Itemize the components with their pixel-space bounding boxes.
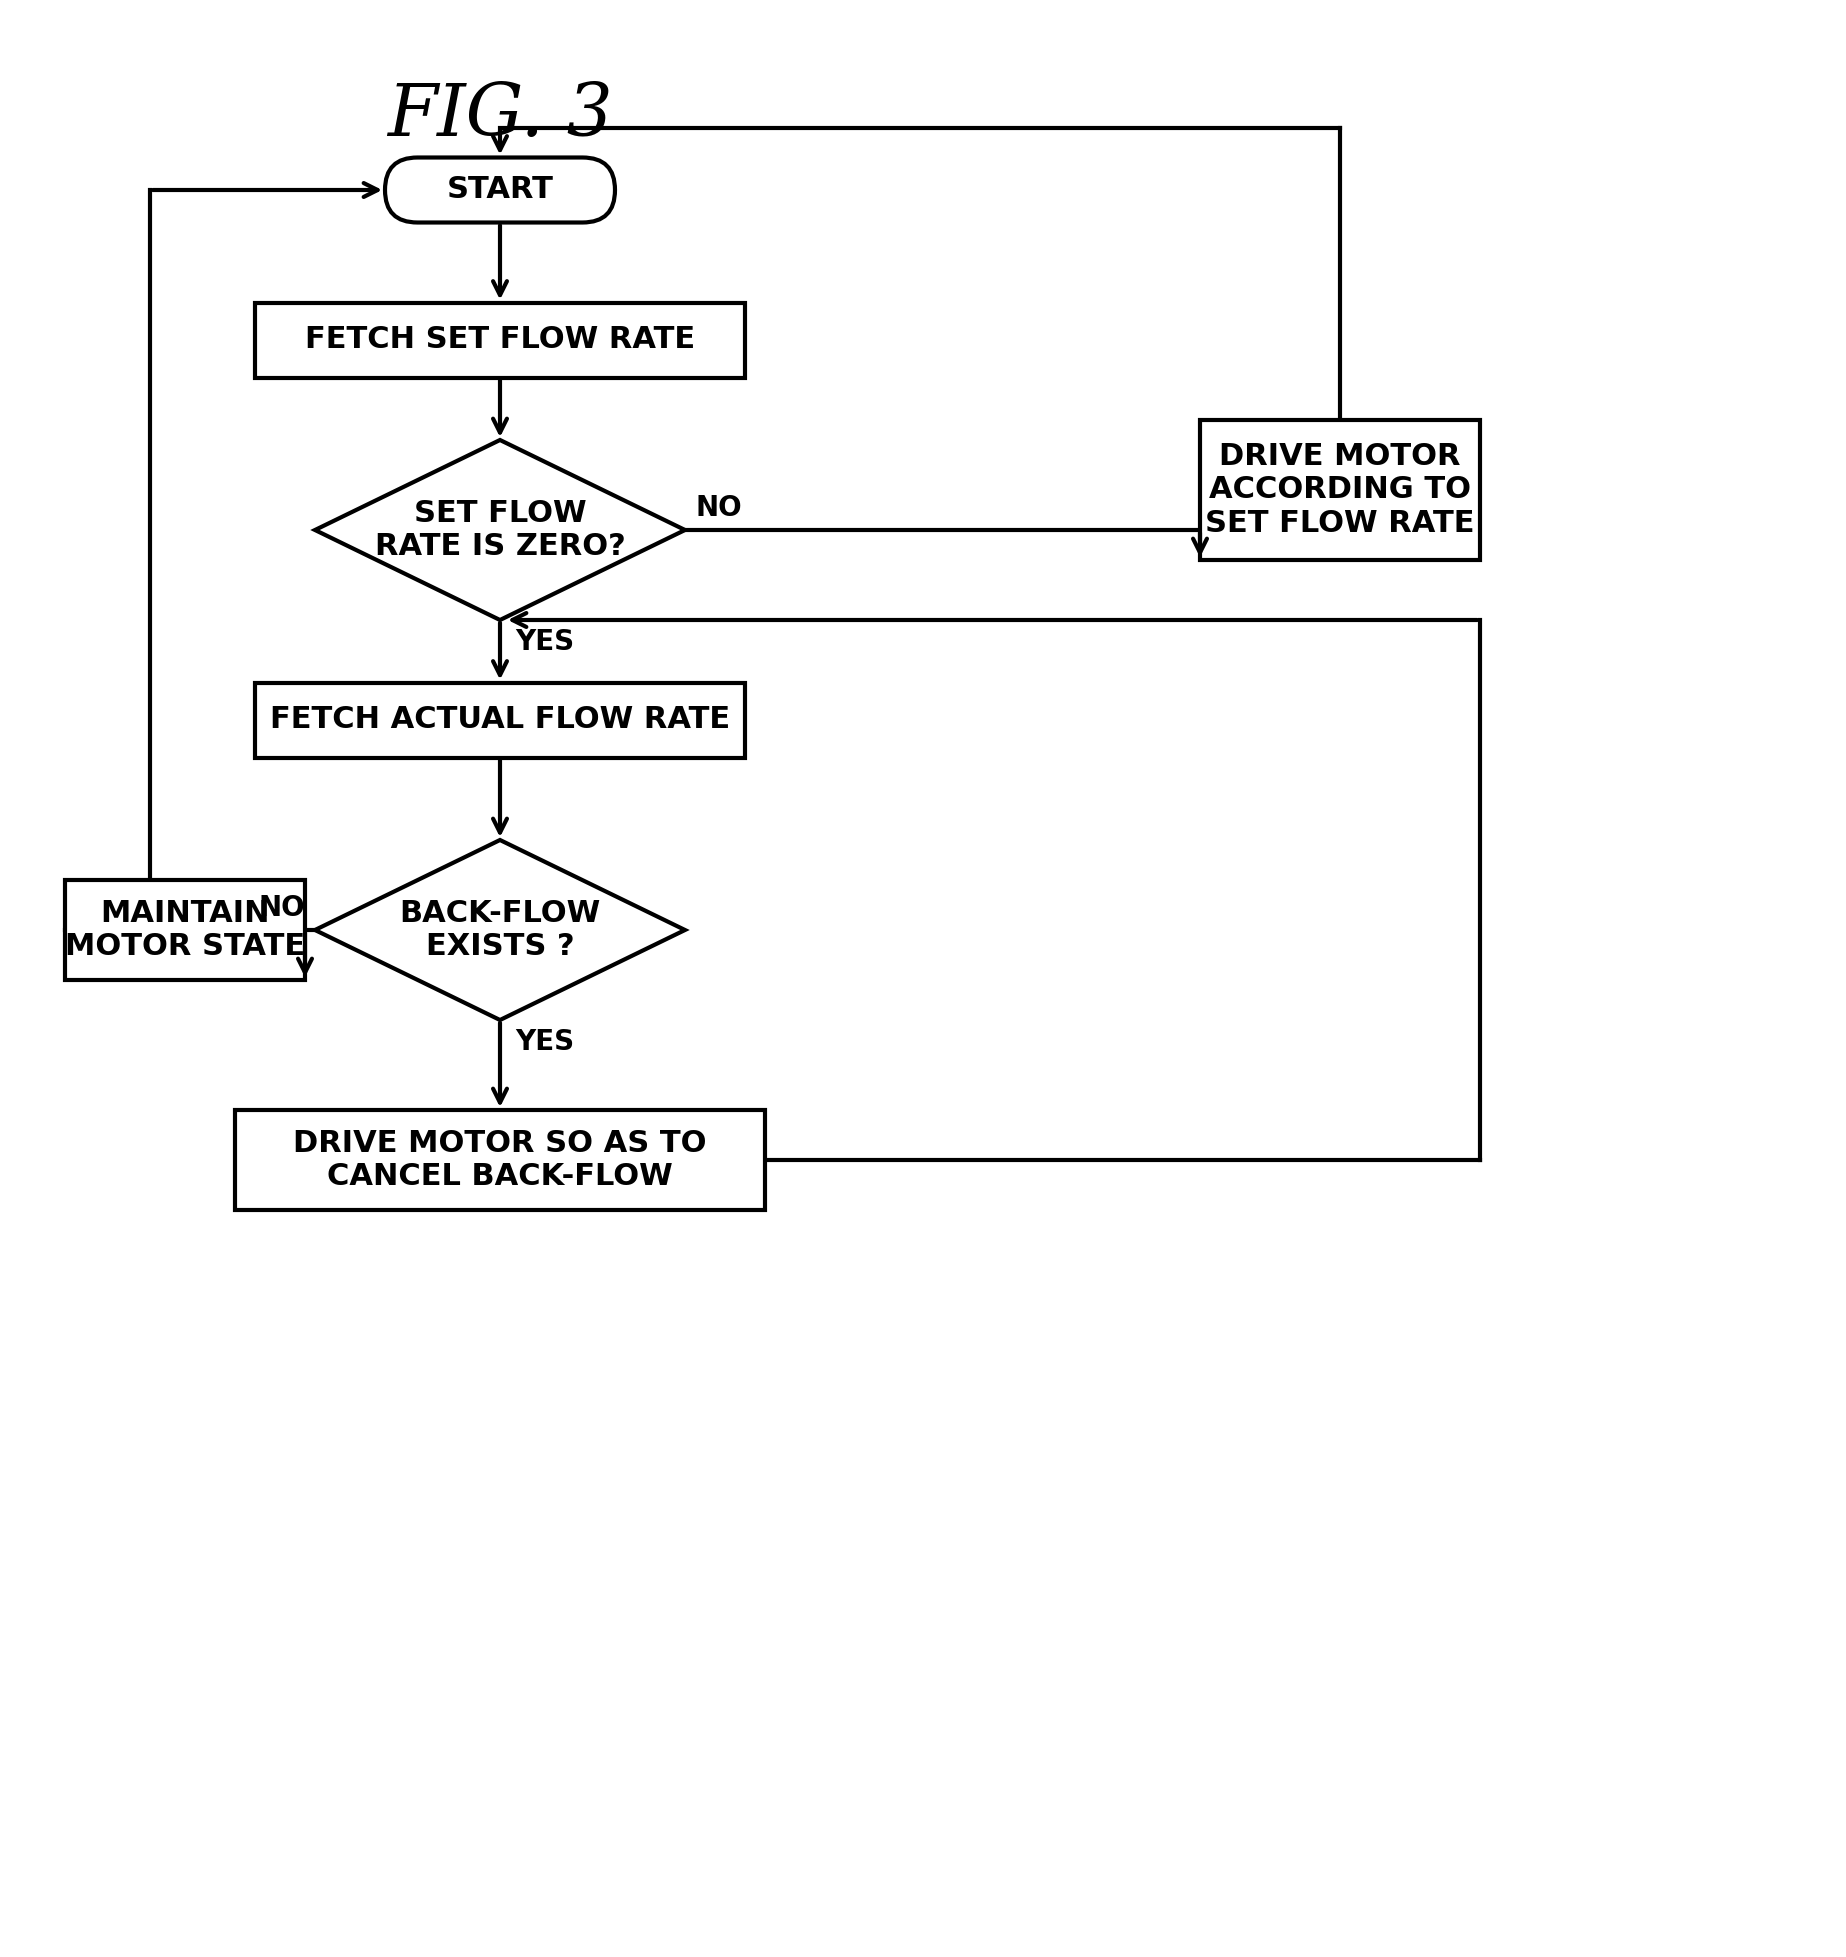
Text: FETCH ACTUAL FLOW RATE: FETCH ACTUAL FLOW RATE <box>270 706 729 734</box>
Text: NO: NO <box>694 493 742 523</box>
Text: SET FLOW
RATE IS ZERO?: SET FLOW RATE IS ZERO? <box>375 499 626 562</box>
Text: DRIVE MOTOR SO AS TO
CANCEL BACK-FLOW: DRIVE MOTOR SO AS TO CANCEL BACK-FLOW <box>294 1129 707 1192</box>
Polygon shape <box>316 840 685 1020</box>
Polygon shape <box>316 440 685 620</box>
Text: FIG. 3: FIG. 3 <box>388 80 613 151</box>
Bar <box>65 881 305 980</box>
Text: START: START <box>447 176 554 204</box>
Text: BACK-FLOW
EXISTS ?: BACK-FLOW EXISTS ? <box>399 898 600 961</box>
Bar <box>255 683 746 757</box>
Text: MAINTAIN
MOTOR STATE: MAINTAIN MOTOR STATE <box>65 898 305 961</box>
Bar <box>255 303 746 378</box>
FancyBboxPatch shape <box>386 157 615 223</box>
Text: FETCH SET FLOW RATE: FETCH SET FLOW RATE <box>305 325 696 354</box>
Bar <box>234 1110 764 1209</box>
Text: DRIVE MOTOR
ACCORDING TO
SET FLOW RATE: DRIVE MOTOR ACCORDING TO SET FLOW RATE <box>1205 442 1475 538</box>
Text: YES: YES <box>515 628 574 656</box>
Bar <box>1200 421 1480 560</box>
Text: NO: NO <box>258 894 305 922</box>
Text: YES: YES <box>515 1027 574 1057</box>
